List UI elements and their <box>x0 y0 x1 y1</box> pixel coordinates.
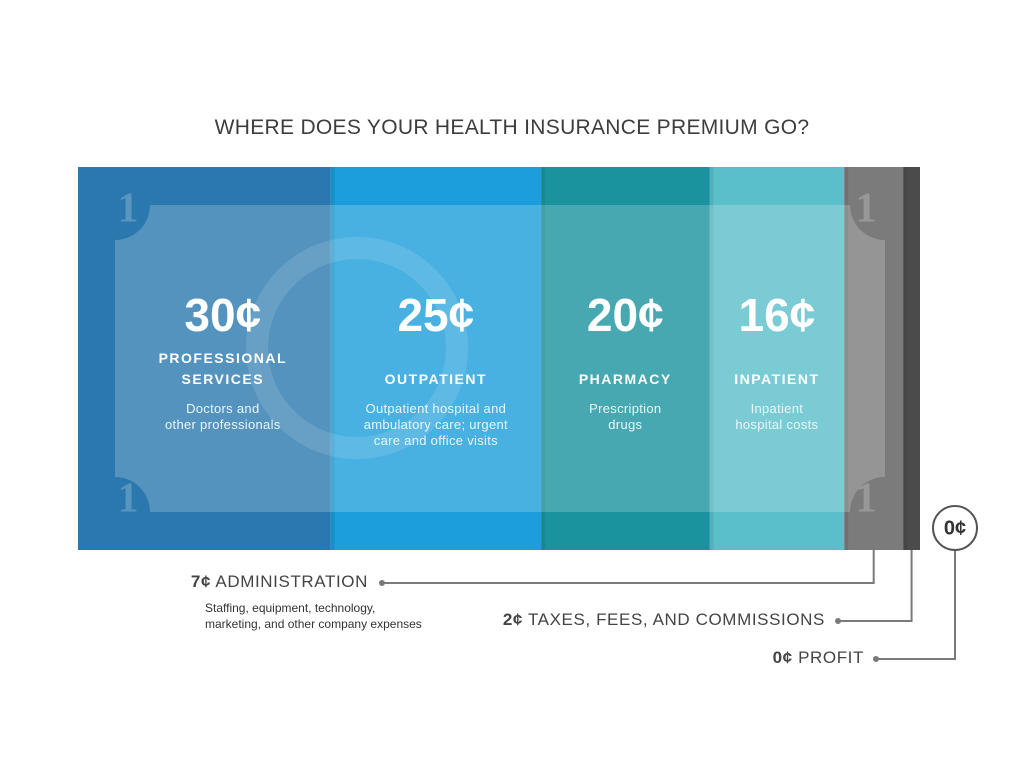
description: hospital costs <box>735 417 819 432</box>
bill-segment <box>78 167 331 550</box>
value-label: 0¢ <box>944 517 966 539</box>
value-label: 16¢ <box>738 289 816 341</box>
segment-shadow <box>541 167 546 550</box>
category-label: PHARMACY <box>578 371 672 387</box>
outside-label: 7¢ ADMINISTRATION <box>191 572 368 592</box>
leader-dot <box>873 656 879 662</box>
description: Prescription <box>589 401 662 416</box>
value-label: 20¢ <box>586 289 664 341</box>
segment-shadow <box>903 167 908 550</box>
segment-shadow <box>330 167 335 550</box>
category-label: ADMINISTRATION <box>215 572 368 591</box>
bill-segment <box>709 167 845 550</box>
value-label: 7¢ <box>190 572 212 591</box>
description: Doctors and <box>186 401 260 416</box>
description: Staffing, equipment, technology, <box>205 601 376 615</box>
segment-shadow <box>709 167 714 550</box>
category-label: PROFESSIONAL SERVICES <box>158 350 288 387</box>
description: Outpatient hospital and <box>365 401 507 416</box>
leader-dot <box>379 580 385 586</box>
outside-label: 2¢ TAXES, FEES, AND COMMISSIONS <box>503 610 825 630</box>
category-label: TAXES, FEES, AND COMMISSIONS <box>527 610 825 629</box>
value-label: 30¢ <box>184 289 262 341</box>
category-label: OUTPATIENT <box>384 371 488 387</box>
bill-segment <box>330 167 542 550</box>
bill-segment <box>844 167 904 550</box>
description: other professionals <box>165 417 281 432</box>
zero-marker <box>932 505 978 551</box>
bill-denomination: 1 <box>118 186 139 232</box>
description: marketing, and other company expenses <box>205 617 422 631</box>
category-label: INPATIENT <box>734 371 820 387</box>
description: drugs <box>608 417 643 432</box>
description: ambulatory care; urgent <box>363 417 508 432</box>
value-label: 25¢ <box>397 289 475 341</box>
bill-denomination: 1 <box>118 476 139 522</box>
description: care and office visits <box>373 433 498 448</box>
leader-line <box>382 550 875 584</box>
chart-title: WHERE DOES YOUR HEALTH INSURANCE PREMIUM… <box>214 116 810 139</box>
description: Inpatient <box>750 401 804 416</box>
value-label: 0¢ <box>772 648 793 667</box>
leader-dot <box>835 618 841 624</box>
outside-label: 0¢ PROFIT <box>773 648 864 668</box>
bill-panel <box>115 205 885 512</box>
leader-line <box>876 550 956 660</box>
bill-segment <box>541 167 710 550</box>
segment-shadow <box>844 167 849 550</box>
bill-denomination: 1 <box>856 476 877 522</box>
leader-line <box>838 550 913 622</box>
bill-denomination: 1 <box>856 186 877 232</box>
dollar-circle <box>246 237 468 459</box>
bill-segment <box>903 167 920 550</box>
value-label: 2¢ <box>502 610 523 629</box>
category-label: PROFIT <box>798 648 864 667</box>
